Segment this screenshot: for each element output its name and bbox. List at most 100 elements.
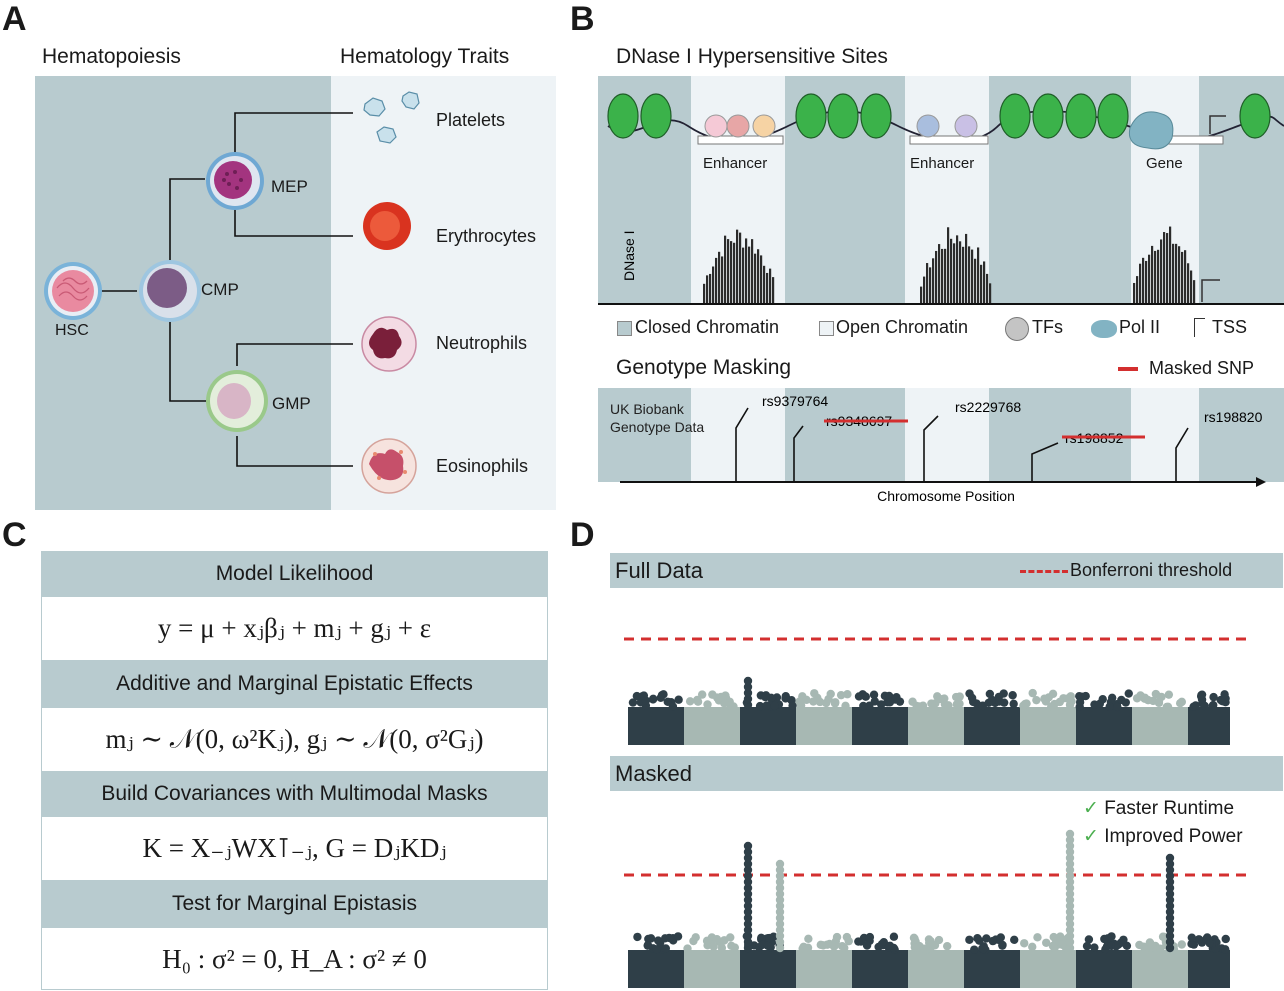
snp-point [1165,865,1175,875]
snp-point [743,871,753,881]
benefit-2-label: Improved Power [1104,826,1243,847]
snp-point [804,934,813,944]
dnase-peak-bar [1139,263,1142,304]
bonferroni-legend-swatch [1020,570,1068,573]
snp-point [1058,940,1067,949]
chromosome-band [908,707,964,745]
snp-point [646,934,656,943]
dnase-peak-bar [1133,282,1136,304]
snp-point [743,853,753,863]
snp-point [1065,877,1075,887]
snp-point [1135,940,1144,950]
cmp-cell [139,260,201,322]
snp-point [988,936,998,946]
dnase-peak-bar [724,235,727,304]
section-heading-2: Additive and Marginal Epistatic Effects [41,660,548,708]
snp-point [1084,935,1094,944]
dnase-peak-bar [1163,232,1166,304]
snp-point [1205,939,1214,948]
snp-point [1032,695,1041,705]
section-heading-4: Test for Marginal Epistasis [41,880,548,928]
dnase-peak-bar [766,272,769,304]
snp-point [743,931,753,941]
pol-ii-legend-icon [1091,320,1117,338]
snp-point [955,692,964,701]
dnase-peak-bar [971,249,974,304]
dnase-peak-bar [965,233,968,304]
platelets-icon [363,91,420,144]
snp-point [795,697,804,706]
dnase-peak-bar [989,283,992,304]
snp-point [743,847,753,857]
dnase-track-label: DNase I [621,230,637,281]
snp-point [775,871,785,881]
trait-neutrophils: Neutrophils [436,333,528,353]
dnase-peak-bar [1154,250,1157,304]
snp-point [1221,934,1230,944]
snp-point [1221,945,1230,954]
snp-point [927,699,936,708]
gmp-cell [206,370,268,432]
snp-point [885,698,895,707]
chromosome-band [796,950,852,988]
snp-point [1191,701,1200,710]
dnase-peak-bar [983,261,986,304]
chromosome-band [1132,707,1188,745]
snp-point [874,942,883,952]
snp-point [802,695,811,705]
dnase-peak-bar [730,241,733,304]
snp-point [1065,859,1075,869]
snp-point [1165,943,1175,953]
benefit-2: ✓ Improved Power [1083,825,1243,848]
snp-point [743,943,753,953]
snp-point [1020,939,1029,948]
dnase-peak-bar [1145,260,1148,304]
snp-point [648,695,658,704]
snp-point [831,698,840,707]
snp-point [1197,690,1206,700]
dnase-peak-bar [956,235,959,304]
snp-point [708,690,717,699]
snp-point [1132,694,1142,703]
snp-point [660,934,670,943]
snp-point [632,691,642,701]
nucleosomes [607,93,1271,139]
snp-point [743,895,753,905]
snp-point [1157,692,1166,702]
snp-point [1194,935,1204,944]
snp-point [910,934,919,943]
snp-point [1113,702,1122,712]
snp-point [998,940,1007,950]
snp-point [628,698,638,707]
dnase-peak-bar [968,246,971,304]
snp-point [1008,691,1017,700]
dnase-peak-bar [938,244,941,304]
snp-point [1075,698,1085,707]
snp-point [1098,695,1107,704]
snp-point [1165,895,1175,905]
chromosome-band [684,707,740,745]
check-icon: ✓ [1083,798,1099,819]
snp-point [685,697,695,706]
dnase-peak-bar [745,238,748,304]
dnase-peak-bar [929,267,932,304]
snp-point [1124,689,1133,698]
snp-point [842,932,852,942]
dnase-peak-bar [935,250,938,304]
dnase-peak-bar [986,273,989,304]
dnase-peak-bar [920,286,923,304]
snp-point [1146,940,1156,949]
snp-point [1048,689,1058,699]
dnase-peak-bar [739,232,742,304]
snp-point [1047,702,1056,711]
snp-point [1065,700,1075,710]
snp-point [668,702,678,711]
masked-bar: Masked [610,756,1283,791]
snp-point [1165,889,1175,899]
snp-point [1082,941,1092,951]
snp-point [965,935,974,944]
snp-point [743,700,753,710]
snp-point [823,940,832,949]
snp-point [1028,942,1037,952]
snp-point [775,877,785,887]
